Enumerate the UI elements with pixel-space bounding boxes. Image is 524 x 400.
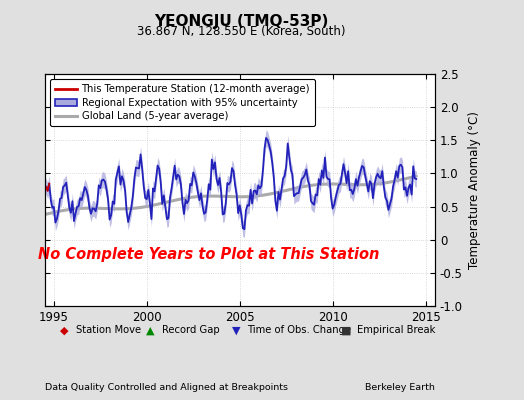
- Text: 36.867 N, 128.550 E (Korea, South): 36.867 N, 128.550 E (Korea, South): [137, 25, 345, 38]
- Text: Record Gap: Record Gap: [161, 326, 219, 335]
- Legend: This Temperature Station (12-month average), Regional Expectation with 95% uncer: This Temperature Station (12-month avera…: [50, 79, 315, 126]
- Text: ▼: ▼: [232, 326, 241, 335]
- Text: Time of Obs. Change: Time of Obs. Change: [247, 326, 352, 335]
- Text: ▲: ▲: [146, 326, 155, 335]
- Y-axis label: Temperature Anomaly (°C): Temperature Anomaly (°C): [468, 111, 482, 269]
- Text: Berkeley Earth: Berkeley Earth: [365, 383, 435, 392]
- Text: ◆: ◆: [60, 326, 69, 335]
- Text: No Complete Years to Plot at This Station: No Complete Years to Plot at This Statio…: [38, 248, 379, 262]
- Text: YEONGJU (TMQ-53P): YEONGJU (TMQ-53P): [154, 14, 328, 29]
- Text: Station Move: Station Move: [76, 326, 141, 335]
- Text: ■: ■: [341, 326, 352, 335]
- Text: Empirical Break: Empirical Break: [357, 326, 435, 335]
- Text: Data Quality Controlled and Aligned at Breakpoints: Data Quality Controlled and Aligned at B…: [45, 383, 288, 392]
